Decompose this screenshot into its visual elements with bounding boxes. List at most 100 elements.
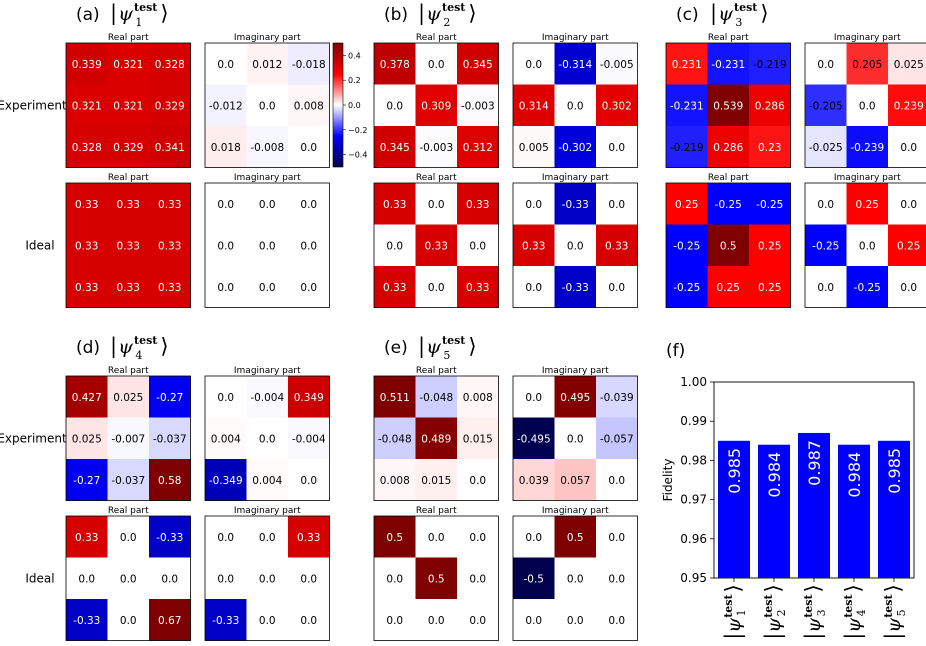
heatmap-cell [513,266,555,308]
heatmap-cell [596,516,638,558]
cell-value-label: 0.0 [217,240,234,252]
cell-value-label: -0.008 [250,142,284,154]
heatmap-cell [415,224,458,267]
cell-value-label: 0.0 [386,240,403,252]
heatmap-cell [513,126,555,168]
cell-value-label: 0.33 [158,240,181,252]
cell-value-label: -0.25 [673,240,700,252]
heatmap-cell [66,557,108,600]
heatmap-cell [288,459,330,501]
heatmap-cell [415,43,458,85]
heatmap-cell [107,266,150,308]
y-axis-label: Fidelity [661,459,675,502]
cell-value-label: 0.345 [463,59,493,71]
cell-value-label: 0.0 [428,59,445,71]
cell-value-label: 0.0 [217,392,234,404]
density-matrix-panel: (b) |ψtest 2 ⟩ Real part 0.378 0.0 0.345 0.0 0.30… [373,1,638,308]
cell-value-label: 0.205 [852,59,882,71]
heatmap-cell [246,43,289,85]
heatmap-cell [513,43,555,85]
cell-value-label: 0.33 [75,199,98,211]
heatmap-cell [205,266,247,308]
cell-value-label: 0.0 [900,282,917,294]
heatmap-cell [288,417,330,460]
heatmap-cell [457,557,499,600]
row-label-experiment: Experiment [0,98,67,112]
heatmap-cell [513,183,555,225]
heatmap-cell [749,126,791,168]
ideal-real-matrix: Real part 0.33 0.0 -0.33 0.0 0.0 0.0 -0.33 0.0 0.… [65,506,191,641]
row-label-ideal: Ideal [25,238,54,252]
cell-value-label: -0.048 [378,433,412,445]
heatmap-cell [805,126,847,168]
cell-value-label: 0.33 [466,199,489,211]
cell-value-label: 0.0 [120,573,137,585]
cell-value-label: 0.309 [421,100,451,112]
cell-value-label: 0.0 [608,532,625,544]
cell-value-label: 0.0 [469,475,486,487]
heatmap-cell [107,224,150,267]
cell-value-label: 0.0 [567,433,584,445]
heatmap-cell [66,417,108,460]
heatmap-cell [288,376,330,418]
heatmap-cell [749,266,791,308]
heatmap-cell [513,376,555,418]
matrix-frame [204,182,330,308]
heatmap-cell [554,557,597,600]
cell-value-label: -0.33 [212,615,239,627]
heatmap-cell [149,266,191,308]
ideal-imag-matrix: Imaginary part 0.0 -0.33 0.0 0.33 0.0 0.33 0.0 -… [512,173,638,308]
heatmap-cell [749,224,791,267]
density-matrix-panel: (e) |ψtest 5 ⟩ Real part 0.511 -0.048 0.008 -0.0… [373,334,638,641]
colorbar: 0.4 0.2 0.0 −0.2 −0.4 [332,42,367,168]
matrix-frame [512,515,638,641]
heatmap-cell [513,557,555,600]
heatmap-cell [888,224,926,267]
experiment-real-matrix: Real part 0.378 0.0 0.345 0.0 0.309 -0.003 0.34… [373,33,499,168]
heatmap-cell [707,266,750,308]
ideal-real-matrix: Real part 0.25 -0.25 -0.25 -0.25 0.5 0.25 -0.25… [665,173,791,308]
cell-value-label: 0.025 [894,59,924,71]
cell-value-label: -0.25 [673,282,700,294]
cell-value-label: 0.0 [900,142,917,154]
cell-value-label: 0.25 [758,282,781,294]
heatmap-cell [846,183,889,225]
cell-value-label: 0.314 [519,100,549,112]
heatmap-cell [554,183,597,225]
heatmap-cell [149,376,191,418]
cell-value-label: 0.025 [113,392,143,404]
cell-value-label: -0.057 [600,433,634,445]
cell-value-label: 0.0 [217,532,234,544]
cell-value-label: 0.0 [608,142,625,154]
cell-value-label: 0.0 [259,532,276,544]
bar-value-label: 0.987 [805,440,824,486]
heatmap-cell [246,224,289,267]
cell-value-label: 0.0 [217,59,234,71]
cell-value-label: 0.25 [717,282,740,294]
cell-value-label: 0.328 [72,142,102,154]
heatmap-cell [374,459,416,501]
heatmap-cell [66,224,108,267]
heatmap-cell [554,599,597,641]
cell-value-label: -0.037 [111,475,145,487]
heatmap-cell [374,599,416,641]
cell-value-label: 0.329 [155,100,185,112]
cell-value-label: 0.321 [113,100,143,112]
cell-value-label: 0.0 [608,282,625,294]
cell-value-label: 0.33 [425,240,448,252]
matrix-frame [204,375,330,501]
bar-value-label: 0.984 [765,452,784,498]
heatmap-cell [596,557,638,600]
cell-value-label: 0.039 [519,475,549,487]
cell-value-label: -0.314 [558,59,592,71]
cell-value-label: -0.5 [524,573,545,585]
matrix-title: Imaginary part [234,173,301,183]
heatmap-cell [374,183,416,225]
cell-value-label: 0.0 [259,573,276,585]
matrix-title: Imaginary part [542,173,609,183]
heatmap-cell [205,376,247,418]
heatmap-cell [107,557,150,600]
heatmap-cell [554,43,597,85]
cell-value-label: -0.003 [419,142,453,154]
density-matrix-panel: (a) |ψtest 1 ⟩ Real part 0.339 0.321 0.328 0.321… [0,1,330,308]
